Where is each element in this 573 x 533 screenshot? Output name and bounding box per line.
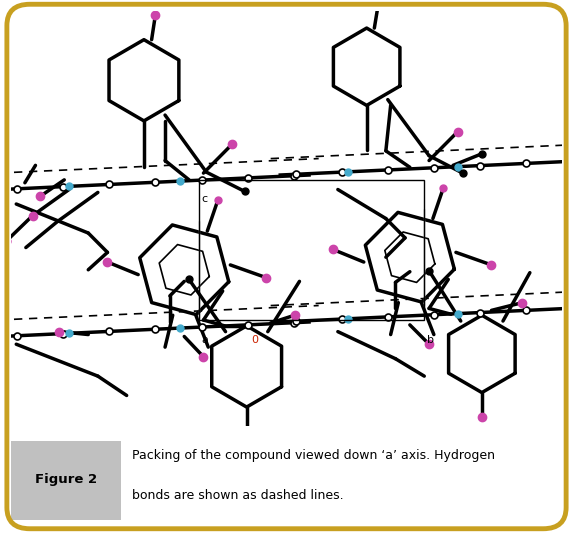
- Text: bonds are shown as dashed lines.: bonds are shown as dashed lines.: [132, 489, 344, 502]
- Text: a: a: [202, 335, 209, 344]
- FancyBboxPatch shape: [11, 441, 121, 520]
- Text: Packing of the compound viewed down ‘a’ axis. Hydrogen: Packing of the compound viewed down ‘a’ …: [132, 449, 496, 462]
- Text: 0: 0: [252, 335, 258, 344]
- Text: c: c: [202, 195, 207, 204]
- Text: Figure 2: Figure 2: [36, 473, 97, 486]
- Text: b: b: [427, 335, 434, 344]
